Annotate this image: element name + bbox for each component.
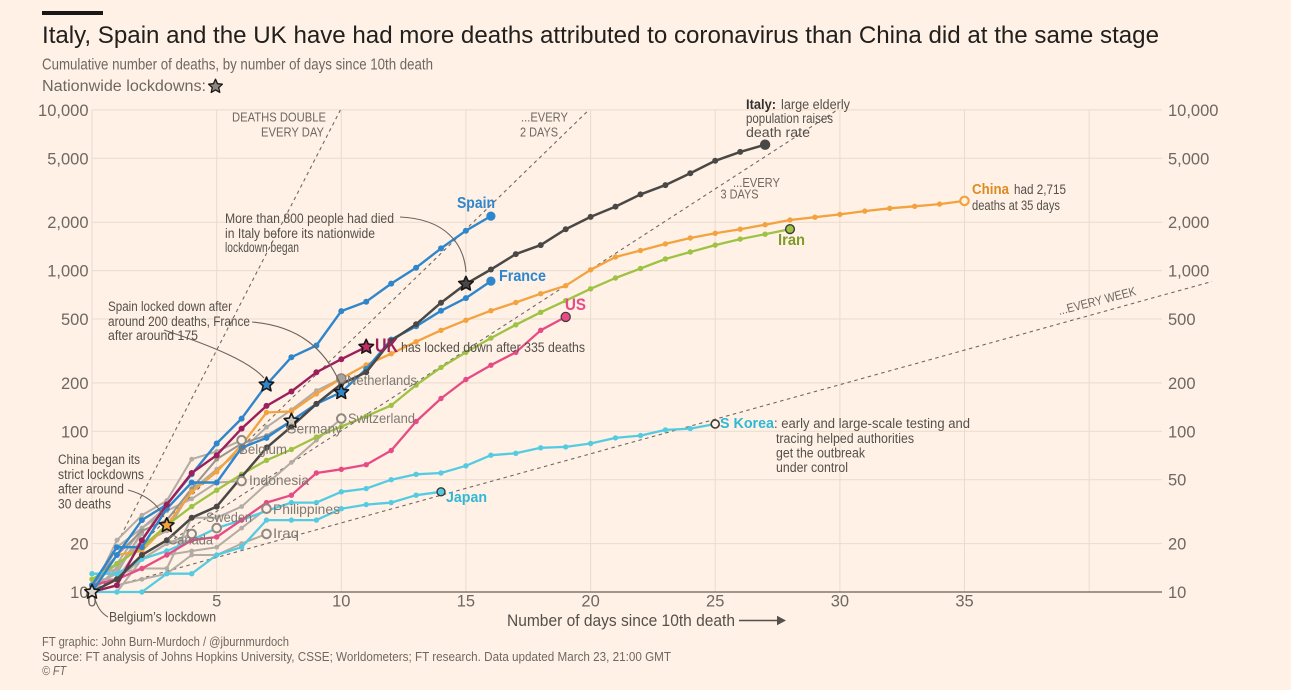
- svg-text:in Italy before its nationwide: in Italy before its nationwide: [225, 226, 375, 241]
- svg-text:tracing helped authorities: tracing helped authorities: [776, 431, 914, 446]
- svg-text:100: 100: [1168, 423, 1196, 441]
- svg-text:Source: FT analysis of Johns H: Source: FT analysis of Johns Hopkins Uni…: [42, 649, 671, 664]
- svg-text:10: 10: [332, 593, 350, 611]
- svg-text:Philippines: Philippines: [273, 501, 340, 517]
- svg-text:...EVERY: ...EVERY: [521, 111, 569, 125]
- svg-text:had 2,715: had 2,715: [1014, 182, 1066, 197]
- svg-text:10: 10: [1168, 584, 1186, 602]
- svg-text:Italy:: Italy:: [746, 96, 776, 112]
- svg-text:Switzerland: Switzerland: [348, 410, 415, 426]
- svg-text:10: 10: [70, 584, 88, 602]
- svg-text:20: 20: [581, 593, 599, 611]
- svg-text:5,000: 5,000: [47, 150, 88, 168]
- svg-text:More than 800 people had died: More than 800 people had died: [225, 211, 394, 226]
- svg-text:EVERY DAY: EVERY DAY: [261, 126, 325, 140]
- svg-text:UK: UK: [375, 336, 398, 357]
- svg-text:1,000: 1,000: [1168, 263, 1209, 281]
- svg-text:Italy, Spain and the UK have h: Italy, Spain and the UK have had more de…: [42, 22, 1159, 49]
- svg-text:© FT: © FT: [42, 663, 67, 678]
- svg-text:35: 35: [955, 593, 973, 611]
- svg-text:500: 500: [1168, 311, 1196, 329]
- svg-text:Canada: Canada: [168, 532, 213, 548]
- svg-text:25: 25: [706, 593, 724, 611]
- svg-text:death rate: death rate: [746, 125, 810, 140]
- svg-text:Spain: Spain: [457, 195, 495, 212]
- svg-text:15: 15: [457, 593, 475, 611]
- svg-text:large elderly: large elderly: [781, 97, 850, 112]
- svg-text:200: 200: [1168, 375, 1196, 393]
- svg-text:: early and large-scale testin: : early and large-scale testing and: [774, 416, 970, 431]
- svg-text:100: 100: [61, 423, 89, 441]
- svg-text:after around: after around: [58, 482, 124, 497]
- svg-text:Belgium’s lockdown: Belgium’s lockdown: [109, 610, 216, 625]
- svg-text:2,000: 2,000: [47, 214, 88, 232]
- svg-text:population raises: population raises: [746, 111, 833, 126]
- svg-text:under control: under control: [776, 460, 848, 475]
- svg-text:2,000: 2,000: [1168, 214, 1209, 232]
- svg-text:Nationwide lockdowns:: Nationwide lockdowns:: [42, 78, 206, 95]
- svg-text:Indonesia: Indonesia: [249, 472, 309, 488]
- svg-text:10,000: 10,000: [1168, 102, 1218, 120]
- svg-text:1,000: 1,000: [47, 263, 88, 281]
- svg-text:after around 175: after around 175: [108, 328, 198, 343]
- svg-text:Sweden: Sweden: [206, 509, 252, 525]
- svg-text:0: 0: [87, 593, 96, 611]
- svg-text:Iran: Iran: [778, 232, 805, 249]
- svg-text:Japan: Japan: [446, 489, 487, 506]
- svg-text:China began its: China began its: [58, 452, 140, 467]
- svg-text:30: 30: [831, 593, 849, 611]
- svg-text:France: France: [499, 268, 546, 285]
- svg-text:20: 20: [1168, 536, 1186, 554]
- svg-text:5: 5: [212, 593, 221, 611]
- svg-text:lockdown began: lockdown began: [225, 240, 299, 255]
- svg-text:Belgium: Belgium: [239, 441, 287, 457]
- svg-text:...EVERY: ...EVERY: [733, 176, 781, 190]
- svg-text:2 DAYS: 2 DAYS: [520, 126, 558, 140]
- svg-text:30 deaths: 30 deaths: [58, 496, 111, 511]
- svg-text:get the outbreak: get the outbreak: [776, 446, 865, 461]
- svg-text:Number of days since 10th deat: Number of days since 10th death: [507, 612, 735, 630]
- svg-text:Cumulative number of deaths, b: Cumulative number of deaths, by number o…: [42, 57, 433, 74]
- svg-text:DEATHS DOUBLE: DEATHS DOUBLE: [232, 111, 326, 125]
- svg-text:S Korea: S Korea: [720, 415, 775, 432]
- svg-text:5,000: 5,000: [1168, 150, 1209, 168]
- svg-text:around 200 deaths, France: around 200 deaths, France: [108, 314, 250, 329]
- svg-text:Germany: Germany: [286, 421, 342, 437]
- svg-text:3 DAYS: 3 DAYS: [721, 188, 759, 202]
- svg-text:deaths at 35 days: deaths at 35 days: [972, 198, 1060, 213]
- svg-text:Netherlands: Netherlands: [347, 372, 417, 388]
- svg-text:50: 50: [1168, 472, 1186, 490]
- svg-text:10,000: 10,000: [38, 102, 88, 120]
- svg-text:strict lockdowns: strict lockdowns: [58, 467, 144, 482]
- svg-text:US: US: [565, 296, 586, 314]
- svg-text:Iraq: Iraq: [273, 525, 299, 541]
- svg-text:200: 200: [61, 375, 89, 393]
- svg-text:500: 500: [61, 311, 89, 329]
- svg-text:China: China: [972, 182, 1010, 198]
- svg-text:FT graphic: John Burn-Murdoch: FT graphic: John Burn-Murdoch / @jburnmu…: [42, 634, 289, 649]
- svg-text:Spain locked down after: Spain locked down after: [108, 299, 232, 314]
- svg-text:has locked down after 335 deat: has locked down after 335 deaths: [401, 339, 585, 355]
- svg-text:20: 20: [70, 536, 88, 554]
